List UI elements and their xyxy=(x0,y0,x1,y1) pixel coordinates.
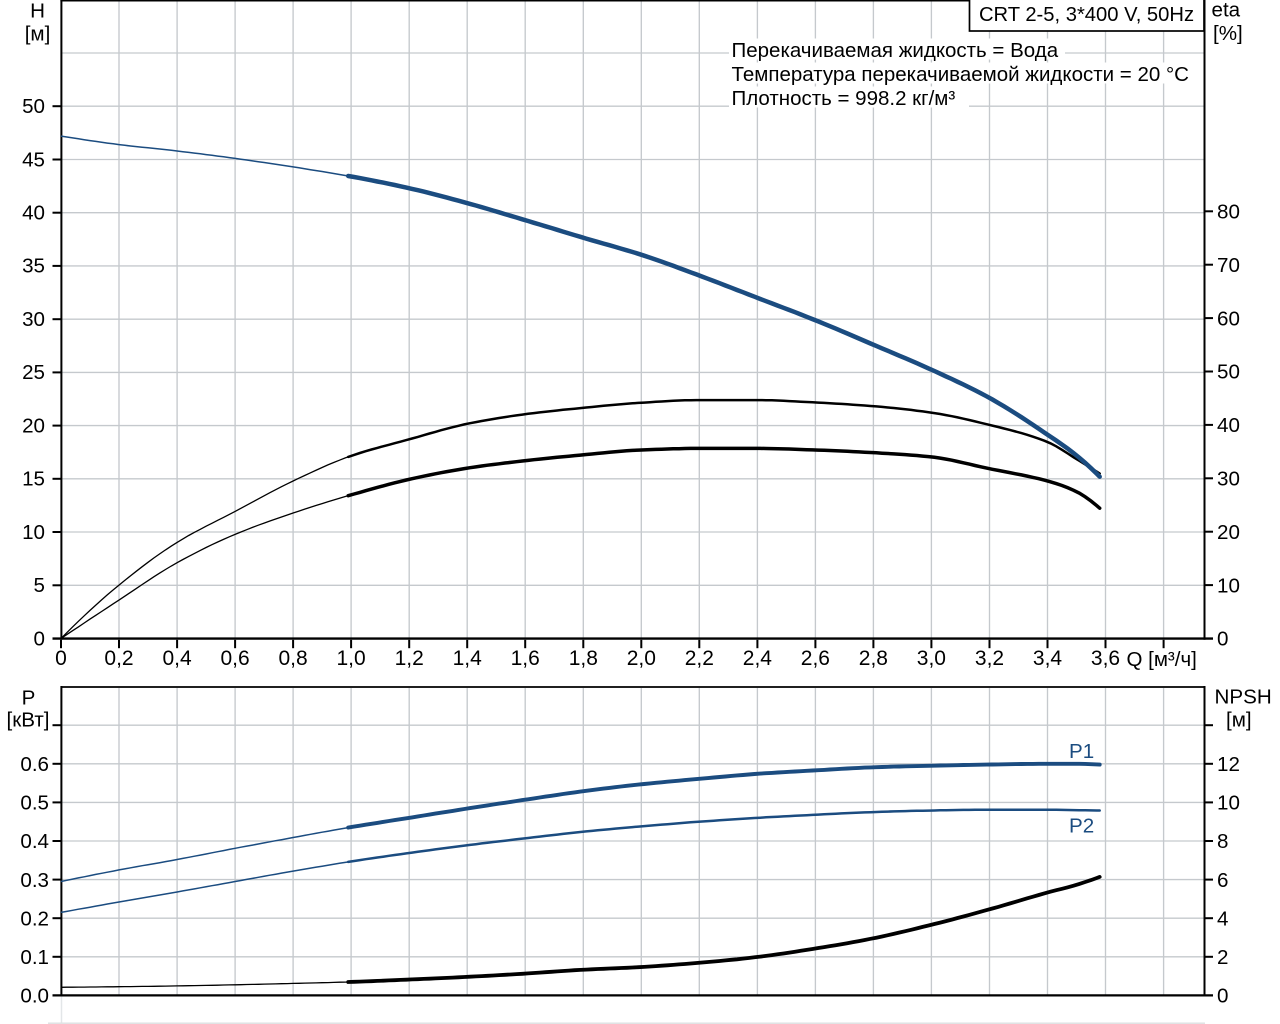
svg-text:0: 0 xyxy=(1217,628,1228,651)
svg-text:0.0: 0.0 xyxy=(20,985,49,1008)
svg-text:2,2: 2,2 xyxy=(685,647,714,670)
svg-text:2,8: 2,8 xyxy=(859,647,888,670)
svg-text:0: 0 xyxy=(1217,985,1228,1008)
svg-text:0: 0 xyxy=(55,647,67,670)
svg-text:3,6: 3,6 xyxy=(1091,647,1120,670)
svg-text:Q [м³/ч]: Q [м³/ч] xyxy=(1127,648,1197,671)
svg-text:0: 0 xyxy=(34,627,45,650)
svg-text:1,4: 1,4 xyxy=(453,647,483,670)
svg-text:CRT 2-5, 3*400 V, 50Hz: CRT 2-5, 3*400 V, 50Hz xyxy=(979,4,1194,26)
svg-text:0.3: 0.3 xyxy=(20,869,49,892)
svg-text:25: 25 xyxy=(22,361,45,384)
svg-text:50: 50 xyxy=(1217,361,1240,384)
svg-text:20: 20 xyxy=(1217,521,1240,544)
svg-text:0,8: 0,8 xyxy=(278,647,307,670)
svg-text:0,4: 0,4 xyxy=(162,647,192,670)
svg-text:Перекачиваемая жидкость = Вода: Перекачиваемая жидкость = Вода xyxy=(732,39,1059,62)
svg-text:4: 4 xyxy=(1217,907,1228,930)
svg-text:P1: P1 xyxy=(1069,740,1094,763)
svg-text:P: P xyxy=(22,687,36,710)
svg-text:P2: P2 xyxy=(1069,815,1094,838)
svg-text:10: 10 xyxy=(1217,574,1240,597)
svg-text:40: 40 xyxy=(22,202,45,225)
svg-text:0.5: 0.5 xyxy=(20,792,49,815)
svg-text:12: 12 xyxy=(1217,753,1240,776)
svg-text:0.1: 0.1 xyxy=(20,946,49,969)
svg-text:1,6: 1,6 xyxy=(511,647,540,670)
svg-text:[м]: [м] xyxy=(1226,709,1252,732)
svg-text:6: 6 xyxy=(1217,869,1228,892)
svg-text:1,2: 1,2 xyxy=(395,647,424,670)
svg-text:8: 8 xyxy=(1217,830,1228,853)
svg-text:35: 35 xyxy=(22,255,45,278)
svg-text:2: 2 xyxy=(1217,946,1228,969)
svg-text:30: 30 xyxy=(1217,468,1240,491)
svg-text:3,0: 3,0 xyxy=(917,647,946,670)
svg-text:[%]: [%] xyxy=(1213,22,1243,45)
svg-text:0,2: 0,2 xyxy=(104,647,133,670)
svg-text:45: 45 xyxy=(22,148,45,171)
svg-text:1,0: 1,0 xyxy=(336,647,365,670)
svg-text:0.6: 0.6 xyxy=(20,753,49,776)
svg-text:30: 30 xyxy=(22,308,45,331)
svg-text:[кВт]: [кВт] xyxy=(7,709,50,732)
svg-text:0.4: 0.4 xyxy=(20,830,49,853)
svg-text:[м]: [м] xyxy=(25,23,51,46)
svg-text:3,2: 3,2 xyxy=(975,647,1004,670)
svg-text:0.2: 0.2 xyxy=(20,907,49,930)
svg-text:Температура перекачиваемой жид: Температура перекачиваемой жидкости = 20… xyxy=(732,63,1190,86)
svg-text:1,8: 1,8 xyxy=(569,647,598,670)
svg-text:2,6: 2,6 xyxy=(801,647,830,670)
svg-text:0,6: 0,6 xyxy=(220,647,249,670)
svg-text:5: 5 xyxy=(34,574,45,597)
svg-text:2,4: 2,4 xyxy=(743,647,773,670)
svg-text:NPSH: NPSH xyxy=(1215,686,1272,709)
svg-text:10: 10 xyxy=(1217,792,1240,815)
svg-text:10: 10 xyxy=(22,521,45,544)
svg-text:70: 70 xyxy=(1217,254,1240,277)
svg-text:eta: eta xyxy=(1212,0,1241,22)
svg-text:60: 60 xyxy=(1217,307,1240,330)
svg-text:80: 80 xyxy=(1217,201,1240,224)
svg-text:H: H xyxy=(30,0,45,23)
svg-text:50: 50 xyxy=(22,95,45,118)
svg-text:3,4: 3,4 xyxy=(1033,647,1063,670)
svg-text:40: 40 xyxy=(1217,414,1240,437)
svg-text:2,0: 2,0 xyxy=(627,647,656,670)
svg-text:Плотность = 998.2 кг/м³: Плотность = 998.2 кг/м³ xyxy=(732,87,956,110)
svg-text:20: 20 xyxy=(22,414,45,437)
svg-text:15: 15 xyxy=(22,468,45,491)
